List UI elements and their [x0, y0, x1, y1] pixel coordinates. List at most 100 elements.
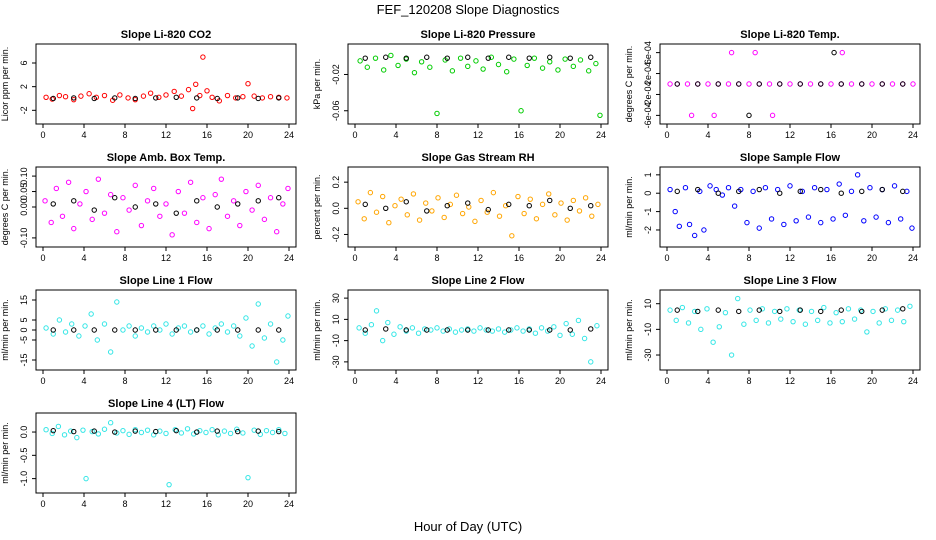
data-point — [581, 335, 588, 342]
data-point — [441, 214, 447, 221]
data-point — [267, 195, 274, 201]
data-point — [383, 205, 389, 212]
data-point — [807, 81, 814, 87]
data-point — [766, 81, 773, 87]
series-2 — [50, 427, 282, 435]
data-point — [688, 112, 695, 119]
x-tick-label: 4 — [705, 253, 710, 263]
data-point — [169, 331, 175, 337]
data-point — [77, 201, 83, 207]
panel-ylabel: degrees C per min. — [0, 169, 10, 246]
x-tick-label: 12 — [785, 376, 795, 386]
panel-ylabel: ml/min per min. — [624, 299, 634, 361]
y-tick-label: 6 — [19, 61, 29, 66]
data-point — [209, 427, 215, 433]
data-point — [50, 427, 56, 434]
series-1 — [667, 172, 915, 239]
x-tick-label: 0 — [352, 253, 357, 263]
series-1 — [357, 52, 603, 118]
data-point — [818, 186, 824, 193]
data-point — [355, 199, 361, 205]
data-point — [185, 86, 192, 93]
data-point — [777, 190, 783, 196]
data-point — [802, 321, 809, 327]
data-point — [674, 188, 680, 195]
x-tick-label: 24 — [908, 253, 918, 263]
data-point — [237, 333, 243, 339]
data-point — [900, 306, 906, 312]
data-point — [521, 210, 527, 217]
x-tick-label: 8 — [746, 376, 751, 386]
data-point — [532, 330, 539, 336]
data-point — [120, 427, 126, 434]
series-2 — [674, 186, 906, 196]
data-point — [452, 329, 459, 335]
x-tick-label: 8 — [122, 499, 127, 509]
panel-ylabel: ml/min per min. — [624, 176, 634, 238]
data-point — [805, 214, 812, 220]
data-point — [485, 327, 491, 333]
data-point — [707, 183, 713, 189]
data-point — [95, 431, 102, 437]
data-point — [552, 212, 558, 218]
panel-frame — [35, 412, 297, 494]
y-tick-label: 0 — [643, 191, 653, 196]
data-point — [200, 195, 206, 201]
data-point — [418, 59, 425, 65]
data-point — [86, 91, 92, 97]
y-tick-label: 0.0 — [331, 202, 341, 215]
panel-ylabel: percent per min. — [312, 174, 322, 239]
data-point — [112, 195, 118, 201]
data-point — [547, 54, 553, 60]
x-tick-label: 8 — [122, 130, 127, 140]
panel-3: Slope Li-820 Temp. degrees C per min. 0 4 8 1… — [624, 29, 921, 140]
data-point — [588, 202, 594, 209]
data-point — [276, 428, 282, 435]
data-point — [114, 299, 120, 305]
panel-frame — [35, 166, 297, 248]
data-point — [701, 227, 707, 233]
x-tick-label: 12 — [785, 253, 795, 263]
y-tick-label: 5 — [19, 317, 29, 322]
data-point — [427, 64, 433, 70]
x-tick-label: 4 — [705, 376, 710, 386]
data-point — [567, 327, 573, 333]
data-point — [784, 306, 790, 312]
y-tick-label: -1 — [643, 208, 653, 216]
data-point — [667, 186, 673, 193]
data-point — [575, 317, 582, 324]
data-point — [153, 327, 159, 333]
data-point — [395, 62, 401, 69]
data-point — [410, 191, 417, 197]
x-tick-label: 8 — [746, 130, 751, 140]
x-tick-label: 16 — [202, 376, 212, 386]
data-point — [483, 327, 489, 333]
data-point — [101, 210, 108, 216]
data-point — [831, 49, 837, 56]
data-point — [488, 54, 495, 60]
data-point — [212, 191, 218, 198]
data-point — [76, 333, 82, 339]
data-point — [900, 188, 906, 195]
data-point — [449, 68, 456, 74]
data-point — [132, 333, 138, 339]
data-point — [233, 95, 239, 101]
data-point — [255, 428, 261, 434]
data-point — [506, 201, 512, 208]
data-point — [200, 54, 206, 60]
data-point — [725, 81, 732, 87]
data-point — [839, 318, 845, 325]
data-point — [230, 323, 237, 329]
data-point — [478, 197, 484, 204]
data-point — [140, 93, 147, 99]
data-point — [674, 307, 680, 313]
data-point — [221, 428, 228, 434]
data-point — [533, 216, 540, 222]
data-point — [126, 207, 132, 213]
data-point — [138, 222, 145, 229]
data-point — [379, 193, 386, 200]
data-point — [132, 204, 138, 210]
x-tick-label: 4 — [81, 499, 86, 509]
data-point — [667, 307, 673, 313]
data-point — [839, 49, 845, 56]
